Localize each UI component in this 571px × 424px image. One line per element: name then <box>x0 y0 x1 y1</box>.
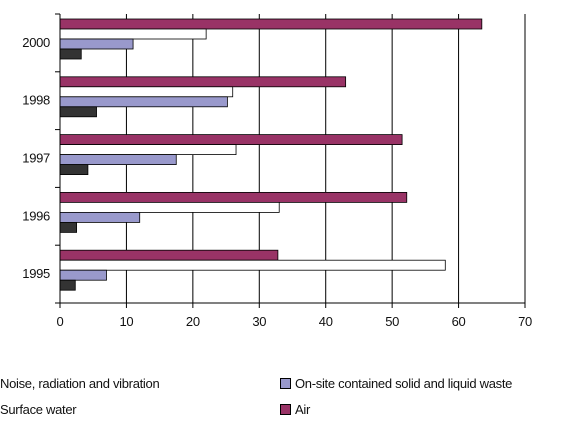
bar <box>59 144 237 156</box>
bar <box>59 164 89 176</box>
bar <box>59 211 141 223</box>
legend-label: Noise, radiation and vibration <box>0 376 160 391</box>
x-tick-label: 40 <box>319 314 333 329</box>
bar <box>59 154 177 166</box>
x-tick-label: 30 <box>252 314 266 329</box>
x-tick-label: 0 <box>57 314 64 329</box>
bar <box>59 201 280 213</box>
bar <box>59 249 279 261</box>
bar <box>59 106 97 118</box>
y-tick-label: 1995 <box>22 266 50 281</box>
bar <box>59 269 107 281</box>
axes: 2000 1998 1997 1996 1995 0 10 20 30 40 50 60 70 <box>22 13 532 329</box>
bar <box>59 76 347 88</box>
x-tick-label: 50 <box>385 314 399 329</box>
bar <box>59 279 76 291</box>
x-tick-label: 70 <box>518 314 532 329</box>
bar <box>59 48 82 60</box>
bar <box>59 134 403 146</box>
legend-label: On-site contained solid and liquid waste <box>295 376 513 391</box>
legend-swatch <box>280 378 291 389</box>
bars <box>59 18 483 291</box>
legend-item-surface-water: Surface water <box>0 402 77 417</box>
y-tick-label: 1997 <box>22 151 50 166</box>
bar <box>59 18 483 30</box>
x-tick-label: 20 <box>186 314 200 329</box>
legend-label: Air <box>295 402 310 417</box>
legend-label: Surface water <box>0 402 77 417</box>
y-tick-label: 1996 <box>22 208 50 223</box>
bar <box>59 86 234 98</box>
bar <box>59 96 228 108</box>
legend-item-onsite-waste: On-site contained solid and liquid waste <box>280 376 512 391</box>
bar <box>59 38 134 50</box>
legend-item-noise: Noise, radiation and vibration <box>0 376 160 391</box>
bar <box>59 221 78 233</box>
bar <box>59 28 207 40</box>
legend-swatch <box>280 404 291 415</box>
bar <box>59 259 446 271</box>
bar <box>59 191 408 203</box>
gridlines <box>125 14 526 303</box>
bar-chart: 2000 1998 1997 1996 1995 0 10 20 30 40 50 60 70 perc… <box>22 13 532 350</box>
legend-item-air: Air <box>280 402 310 417</box>
x-tick-label: 10 <box>119 314 133 329</box>
x-tick-label: 60 <box>452 314 466 329</box>
x-axis-title: percent <box>271 347 313 350</box>
y-tick-label: 2000 <box>22 35 50 50</box>
y-tick-label: 1998 <box>22 93 50 108</box>
